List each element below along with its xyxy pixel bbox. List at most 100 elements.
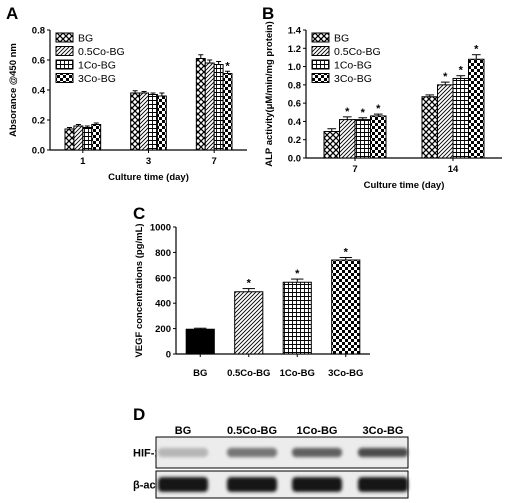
- panel-letter-a: A: [6, 4, 18, 23]
- x-tick-label: BG: [193, 368, 207, 379]
- bar: [195, 58, 206, 151]
- legend-label: 0.5Co-BG: [78, 46, 125, 58]
- x-axis-label: Culture time (day): [364, 180, 445, 191]
- significance-mark: *: [247, 278, 252, 290]
- bar: [437, 84, 454, 159]
- legend-swatch: [311, 73, 330, 83]
- blot-band: [358, 447, 408, 458]
- bar: [222, 73, 233, 151]
- bar: [468, 58, 485, 159]
- blot-band: [158, 447, 208, 458]
- y-tick-label: 0.4: [32, 86, 46, 97]
- y-tick-label: 200: [155, 324, 171, 335]
- legend-label: 3Co-BG: [78, 73, 116, 85]
- legend-swatch: [55, 46, 74, 56]
- y-tick-label: 0.0: [288, 154, 301, 165]
- lane-label: BG: [175, 425, 192, 437]
- y-tick-label: 1.2: [288, 44, 301, 55]
- y-tick-label: 1.0: [288, 62, 301, 73]
- y-axis-label: Absorance @450 nm: [8, 43, 19, 137]
- bar: [156, 95, 167, 151]
- y-tick-label: 0.6: [288, 99, 301, 110]
- bar: [64, 128, 75, 151]
- bar: [130, 92, 141, 151]
- legend-label: 3Co-BG: [334, 73, 372, 85]
- blot-band: [292, 477, 342, 492]
- legend-label: BG: [334, 33, 349, 45]
- significance-mark: *: [345, 106, 350, 118]
- bar: [91, 124, 102, 151]
- y-tick-label: 0.2: [288, 135, 301, 146]
- y-tick-label: 0: [166, 350, 171, 361]
- legend-swatch: [311, 46, 330, 56]
- chart-c: 0 200 400 600 800 1000 VEGF concentrations (pg…: [134, 223, 370, 379]
- significance-mark: *: [376, 103, 381, 115]
- blot-band: [358, 477, 408, 492]
- bar: [204, 62, 215, 151]
- bar: [331, 259, 361, 355]
- panel-letter-b: B: [262, 4, 274, 23]
- y-tick-label: 800: [155, 248, 171, 259]
- legend-swatch: [55, 73, 74, 83]
- y-tick-label: 0.6: [32, 56, 45, 67]
- legend-label: 0.5Co-BG: [334, 46, 381, 58]
- bar: [282, 281, 312, 355]
- legend-label: 1Co-BG: [334, 60, 372, 72]
- bar: [354, 119, 371, 159]
- bar: [339, 119, 356, 159]
- legend-label: BG: [78, 33, 93, 45]
- significance-mark: *: [474, 44, 479, 56]
- blot-band: [227, 447, 277, 458]
- blot-band: [292, 447, 342, 458]
- bar: [234, 291, 264, 355]
- blot-band: [227, 477, 277, 492]
- legend-label: 1Co-BG: [78, 60, 116, 72]
- y-tick-label: 400: [155, 299, 171, 310]
- bar: [421, 96, 438, 159]
- y-tick-label: 1000: [150, 223, 171, 234]
- legend-swatch: [55, 59, 74, 70]
- bar: [323, 130, 340, 159]
- significance-mark: *: [344, 246, 349, 258]
- legend-swatch: [311, 59, 330, 70]
- y-tick-label: 0.8: [288, 80, 301, 91]
- bar: [185, 328, 215, 355]
- bar: [73, 125, 84, 151]
- bar: [370, 115, 387, 159]
- lane-label: 0.5Co-BG: [227, 425, 277, 437]
- x-tick-label: 7: [352, 164, 357, 175]
- x-tick-label: 1Co-BG: [280, 368, 315, 379]
- y-tick-label: 0.8: [32, 26, 45, 37]
- x-tick-label: 14: [448, 164, 459, 175]
- y-tick-label: 0.4: [288, 117, 302, 128]
- y-tick-label: 600: [155, 273, 171, 284]
- significance-mark: *: [361, 107, 366, 119]
- bar: [148, 94, 158, 151]
- chart-a: 0.0 0.2 0.4 0.6 0.8 Absorance @450 nm Culture …: [8, 26, 247, 183]
- y-axis-label: ALP activity(μM/min/mg protein): [264, 21, 275, 167]
- significance-mark: *: [225, 60, 230, 72]
- significance-mark: *: [459, 65, 464, 77]
- bar: [139, 92, 149, 151]
- x-tick-label: 1: [80, 156, 86, 167]
- bar: [452, 77, 469, 159]
- y-axis-label: VEGF concentrations (pg/mL): [134, 223, 145, 357]
- x-axis-label: Culture time (day): [108, 172, 189, 183]
- bar: [213, 64, 224, 151]
- significance-mark: *: [295, 268, 300, 280]
- x-tick-label: 3Co-BG: [328, 368, 363, 379]
- significance-mark: *: [443, 71, 448, 83]
- y-tick-label: 0.2: [32, 116, 45, 127]
- lane-label: 3Co-BG: [363, 425, 404, 437]
- panel-letter-c: C: [133, 204, 145, 223]
- blot-band: [158, 477, 208, 492]
- legend-swatch: [55, 32, 74, 43]
- panel-letter-d: D: [133, 405, 145, 424]
- x-tick-label: 0.5Co-BG: [227, 368, 270, 379]
- y-tick-label: 0.0: [32, 146, 45, 157]
- lane-label: 1Co-BG: [297, 425, 338, 437]
- x-tick-label: 3: [146, 156, 151, 167]
- x-tick-label: 7: [212, 156, 217, 167]
